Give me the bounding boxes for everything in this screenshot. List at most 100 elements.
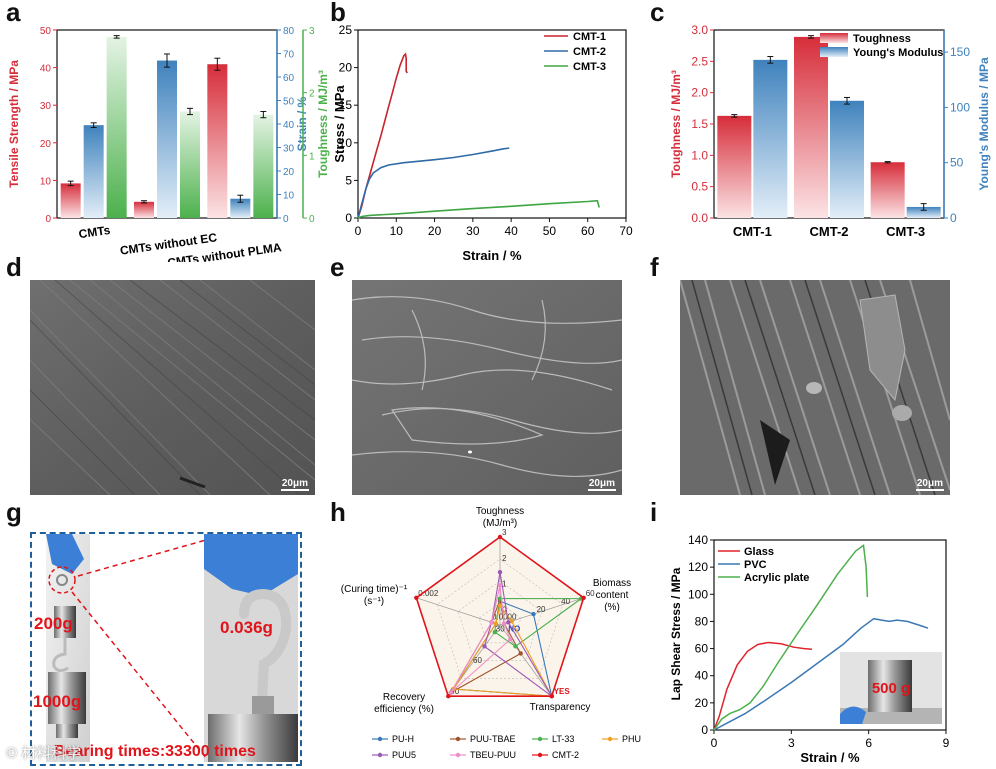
- x-category-label: CMTs: [78, 223, 112, 241]
- x-tick-label: 0: [355, 224, 362, 238]
- radar-marker: [446, 693, 451, 699]
- legend-marker: [537, 736, 543, 742]
- x-tick-label: 20: [428, 224, 442, 238]
- radar-grid-ring: [478, 602, 522, 644]
- radar-axis-label: (%): [604, 602, 620, 613]
- x-category-label: CMT-2: [810, 224, 849, 239]
- radar-tick-label: 60: [586, 589, 595, 598]
- series-line-cmt-3: [357, 199, 600, 219]
- radar-axis-label: (s⁻¹): [364, 596, 384, 607]
- ylabel-left: Tensile Strength / MPa: [7, 60, 21, 188]
- radar-marker: [492, 629, 498, 635]
- bar-tensile-strength: [134, 201, 154, 218]
- radar-series-tbeu-puu: [450, 585, 511, 694]
- photo-g: [46, 534, 298, 762]
- bar-youngs-modulus: [830, 100, 864, 218]
- radar-grid-ring: [436, 558, 564, 679]
- y-tick-label: 2.0: [691, 86, 708, 100]
- legend-marker: [537, 752, 543, 758]
- scale-bar-f: 20μm: [915, 478, 944, 491]
- x-tick-label: 30: [466, 224, 480, 238]
- bar-toughness: [794, 36, 828, 218]
- x-category-label: CMT-1: [733, 224, 772, 239]
- ylabel-left: Toughness / MJ/m³: [669, 70, 683, 178]
- radar-tick-label: NO: [508, 625, 520, 634]
- y-tick-label: 60: [283, 73, 295, 84]
- y-tick-label: 70: [283, 50, 295, 61]
- radar-marker: [501, 621, 507, 626]
- legend-swatch: [820, 33, 848, 43]
- inset-label: 500 g: [872, 680, 910, 697]
- bar-strain: [230, 198, 251, 218]
- panel-label-i: i: [650, 497, 658, 527]
- radar-axis-spoke: [499, 597, 584, 626]
- y-tick-label: 20: [40, 139, 52, 150]
- radar-marker: [497, 603, 503, 608]
- radar-tick-label: 1: [502, 580, 507, 589]
- y-tick-label: 25: [339, 23, 353, 37]
- radar-axis-label: content: [596, 590, 629, 601]
- y-tick-label: 10: [283, 191, 295, 202]
- y-tick-label: 1: [309, 151, 315, 162]
- radar-marker: [482, 644, 487, 649]
- y-tick-label: 0: [345, 211, 352, 225]
- series-line-pvc: [713, 617, 929, 731]
- radar-axis-label: efficiency (%): [374, 704, 434, 715]
- radar-axis-label: (Curing time)⁻¹: [341, 584, 408, 595]
- y-tick-label: 40: [40, 64, 52, 75]
- x-tick-label: 3: [788, 736, 795, 750]
- radar-tick-label: YES: [554, 687, 571, 696]
- radar-tick-label: 60: [473, 656, 482, 665]
- radar-marker: [581, 595, 586, 601]
- radar-tick-label: 0: [512, 613, 517, 622]
- legend-label: Acrylic plate: [744, 572, 809, 584]
- radar-marker: [506, 620, 511, 625]
- ylabel: Lap Shear Stress / MPa: [669, 567, 683, 700]
- legend-label: PU-H: [392, 734, 414, 744]
- radar-axis-label: Toughness: [476, 506, 524, 517]
- legend-marker: [377, 736, 383, 742]
- hook-small: [52, 638, 69, 673]
- sem-texture-d: [30, 280, 315, 495]
- legend-label: CMT-2: [573, 46, 606, 58]
- ylabel-right: Young's Modulus / MPa: [977, 57, 991, 191]
- plot-frame: [713, 539, 947, 731]
- y-tick-label: 1.5: [691, 117, 708, 131]
- legend-label: LT-33: [552, 734, 574, 744]
- radar-marker: [497, 534, 503, 540]
- bar-toughness: [180, 111, 200, 218]
- y-tick-label: 1.0: [691, 148, 708, 162]
- panel-label-d: d: [6, 252, 22, 282]
- bar-toughness: [870, 162, 905, 218]
- bar-tensile-strength: [207, 64, 228, 218]
- plot-frame: [357, 29, 627, 219]
- series-line-cmt-2: [357, 147, 510, 219]
- radar-marker: [448, 690, 454, 695]
- chart-b: 0 10 20 30 40 50 60 70 0 5 10 15 20 25 CMT-1 CMT-2 CMT-…: [332, 23, 633, 262]
- radar-marker: [531, 611, 536, 617]
- series-line-acrylic-plate: [713, 544, 869, 731]
- x-tick-label: 10: [390, 224, 404, 238]
- legend-label: PUU5: [392, 750, 416, 760]
- legend-marker: [455, 736, 461, 742]
- y-tick-label: 50: [283, 97, 295, 108]
- radar-marker: [508, 637, 513, 642]
- panel-label-c: c: [650, 0, 665, 27]
- radar-series-phu: [452, 604, 553, 697]
- legend-label: CMT-3: [573, 61, 606, 73]
- bar-toughness: [106, 36, 127, 218]
- radar-tick-label: 90: [450, 687, 459, 696]
- bar-toughness: [253, 114, 274, 218]
- legend-label: CMT-1: [573, 31, 606, 43]
- bar-tensile-strength: [60, 183, 81, 218]
- panel-label-f: f: [650, 252, 659, 282]
- radar-series-cmt-2: [415, 536, 585, 697]
- legend-label: PUU-TBAE: [470, 734, 516, 744]
- weight-label-1000g: 1000g: [33, 692, 82, 711]
- panel-label-h: h: [330, 497, 346, 527]
- panel-label-g: g: [6, 497, 22, 527]
- y-tick-label: 40: [283, 120, 295, 131]
- y-tick-label: 20: [695, 696, 709, 710]
- y-tick-label: 100: [950, 100, 970, 114]
